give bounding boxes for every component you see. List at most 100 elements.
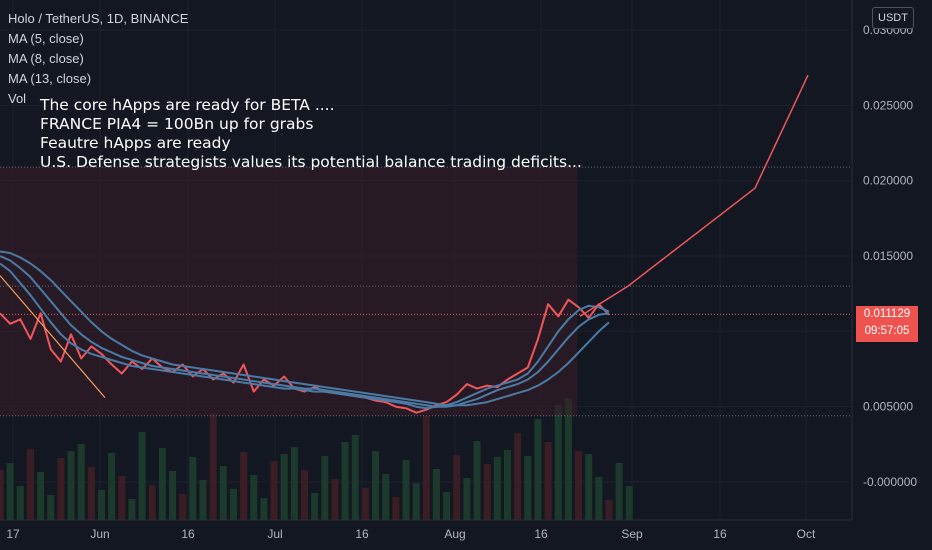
volume-bar [422,416,430,520]
volume-bar [260,498,268,520]
volume-bar [37,472,45,520]
volume-bar [47,495,55,520]
volume-bar [463,478,471,520]
ma-line [0,250,610,407]
volume-bar [473,441,481,520]
volume-bar [26,449,34,520]
volume-bar [199,480,207,520]
volume-bars [0,398,633,520]
volume-bar [595,477,603,520]
volume-bar [229,489,237,520]
volume-bar [87,467,95,520]
volume-bar [564,398,572,520]
volume-bar [189,457,197,520]
volume-bar [138,432,146,520]
volume-bar [301,470,308,520]
indicator-volume[interactable]: Vol [8,91,27,106]
volume-bar [514,433,522,520]
volume-bar [493,457,501,520]
volume-bar [412,483,420,520]
volume-bar [67,451,75,520]
time-tick-label: Jul [267,527,282,541]
volume-bar [280,454,288,520]
price-tick-label: 0.015000 [863,249,913,263]
volume-bar [625,486,633,520]
indicator-ma13[interactable]: MA (13, close) [8,71,92,86]
series-lines [0,250,610,414]
time-tick-label: 17 [6,527,20,541]
volume-bar [219,466,227,520]
volume-bar [98,490,105,520]
text-annotation[interactable]: The core hApps are ready for BETA .... F… [40,96,582,172]
price-line [0,298,610,414]
price-axis[interactable]: 0.0300000.0250000.0200000.0150000.005000… [863,23,917,489]
volume-bar [372,451,380,520]
volume-bar [321,456,329,520]
price-tick-label: 0.025000 [863,98,913,112]
bar-countdown: 09:57:05 [864,325,910,337]
last-price-label: 0.011129 09:57:05 [856,306,918,342]
price-tick-label: 0.020000 [863,174,913,188]
volume-bar [169,471,177,520]
trend-line[interactable] [0,275,106,399]
price-tick-label: -0.000000 [863,475,917,489]
volume-bar [615,463,623,520]
time-tick-label: 16 [355,527,369,541]
volume-bar [250,475,258,520]
volume-bar [524,456,532,520]
annotation-line: U.S. Defense strategists values its pote… [40,153,582,171]
annotation-line: The core hApps are ready for BETA .... [40,96,335,114]
time-tick-label: Jun [90,527,109,541]
volume-bar [158,448,166,520]
volume-bar [554,405,562,520]
annotation-line: FRANCE PIA4 = 100Bn up for grabs [40,115,314,133]
volume-bar [118,476,126,520]
volume-bar [392,497,400,520]
volume-bar [311,493,319,520]
symbol-title[interactable]: Holo / TetherUS, 1D, BINANCE [8,11,189,26]
volume-bar [108,453,116,520]
volume-bar [504,450,511,520]
volume-bar [0,470,4,520]
volume-bar [402,460,410,520]
ma-line [0,255,610,408]
time-tick-label: Sep [621,527,643,541]
volume-bar [209,413,217,520]
volume-bar [341,442,349,520]
time-tick-label: Oct [797,527,816,541]
ma-line [0,262,610,410]
price-tick-label: 0.005000 [863,400,913,414]
volume-bar [443,492,451,520]
volume-bar [544,442,552,520]
volume-bar [575,451,583,520]
time-tick-label: 16 [713,527,727,541]
volume-bar [382,474,390,520]
volume-bar [534,419,542,520]
volume-bar [585,454,593,520]
time-tick-label: 16 [181,527,195,541]
volume-bar [77,444,85,520]
volume-bar [6,463,14,520]
volume-bar [148,485,156,520]
volume-bar [57,458,65,520]
horizontal-levels [0,166,852,417]
volume-bar [453,455,461,520]
volume-bar [351,435,359,520]
volume-bar [128,499,136,520]
volume-bar [361,488,369,520]
annotation-line: Feautre hApps are ready [40,134,231,152]
volume-bar [432,469,440,520]
volume-bar [179,494,187,520]
volume-bar [331,479,339,520]
time-axis[interactable]: 17 Jun 16 Jul 16 Aug 16 Sep 16 Oct [6,527,816,541]
shaded-region [0,167,577,416]
volume-bar [290,447,298,520]
projection-path[interactable] [579,74,809,317]
chart-legend: Holo / TetherUS, 1D, BINANCE MA (5, clos… [8,9,188,109]
volume-bar [16,486,24,520]
indicator-ma5[interactable]: MA (5, close) [8,31,84,46]
time-tick-label: 16 [534,527,548,541]
indicator-ma8[interactable]: MA (8, close) [8,51,84,66]
currency-button[interactable]: USDT [872,7,914,29]
